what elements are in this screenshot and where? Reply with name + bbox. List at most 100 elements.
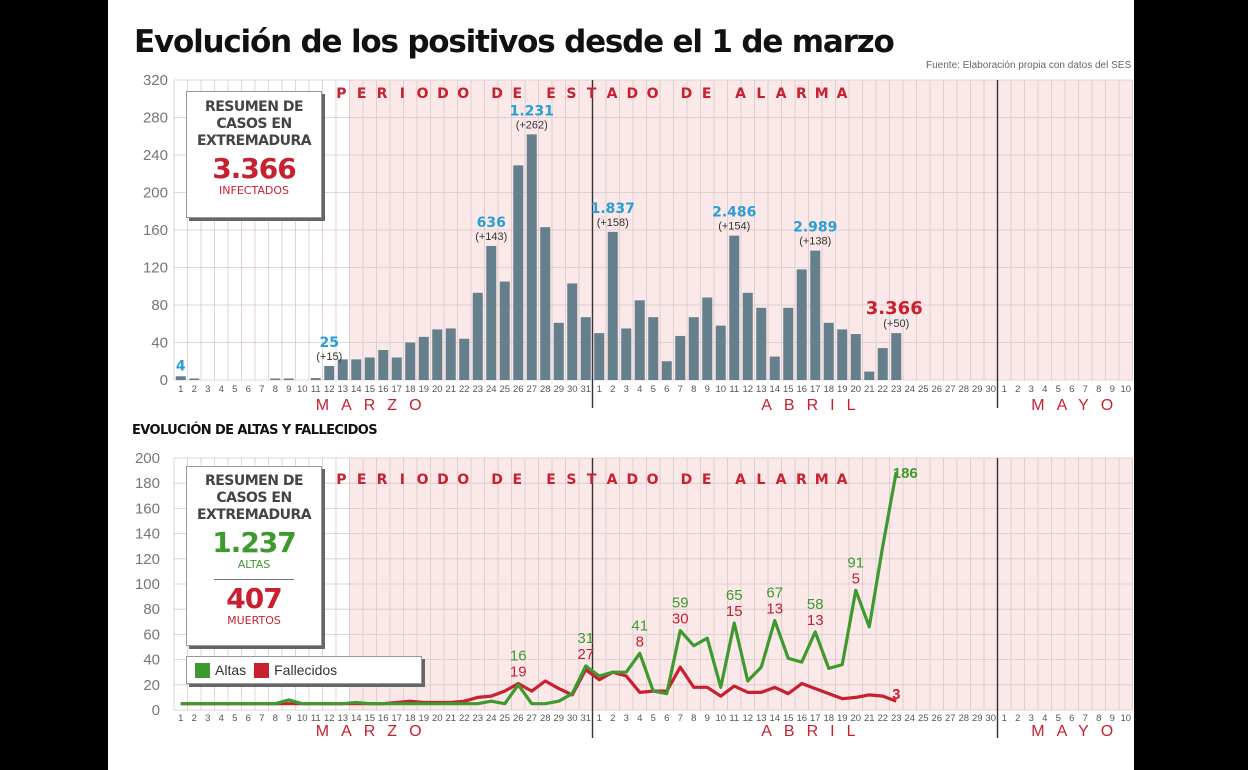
month-label: MARZO [316, 397, 434, 414]
bar [472, 292, 483, 380]
x-tick-label: 20 [432, 384, 443, 395]
y-tick-label: 200 [143, 185, 168, 202]
x-tick-label: 10 [715, 384, 726, 395]
bar-delta-label: (+154) [718, 221, 750, 233]
alarm-period-letter: E [357, 86, 367, 102]
x-tick-label: 14 [351, 384, 362, 395]
bar [391, 357, 402, 380]
x-tick-label: 6 [664, 384, 669, 395]
altas-value-label: 65 [726, 587, 743, 604]
x-tick-label: 4 [637, 713, 642, 724]
x-tick-label: 25 [918, 384, 929, 395]
x-tick-label: 17 [810, 384, 821, 395]
x-tick-label: 24 [486, 713, 497, 724]
y-tick-label: 200 [135, 450, 160, 467]
x-tick-label: 10 [297, 713, 308, 724]
bar-delta-label: (+50) [883, 318, 909, 330]
alarm-period-letter: T [587, 472, 597, 488]
x-tick-label: 20 [432, 713, 443, 724]
x-tick-label: 11 [729, 384, 739, 395]
x-tick-label: 30 [985, 384, 996, 395]
bar-total-label: 4 [176, 358, 186, 374]
x-tick-label: 18 [405, 713, 416, 724]
x-tick-label: 19 [837, 384, 848, 395]
summary-heading-line: RESUMEN DE [204, 99, 304, 115]
y-tick-label: 140 [135, 526, 160, 543]
x-tick-label: 28 [958, 713, 969, 724]
y-tick-label: 80 [151, 297, 168, 314]
summary-heading-line: EXTREMADURA [196, 507, 312, 523]
bar [742, 292, 753, 380]
y-tick-label: 320 [143, 72, 168, 89]
bar [783, 307, 794, 380]
x-tick-label: 1 [178, 384, 183, 395]
fallecidos-value-label: 15 [726, 603, 743, 620]
y-tick-label: 120 [143, 260, 168, 277]
x-tick-label: 8 [691, 713, 696, 724]
x-tick-label: 21 [864, 384, 875, 395]
alarm-period-letter: S [566, 472, 576, 488]
x-tick-label: 12 [742, 713, 753, 724]
x-tick-label: 15 [364, 713, 375, 724]
x-tick-label: 8 [1096, 384, 1101, 395]
alarm-period-letter: D [626, 86, 638, 102]
y-tick-label: 280 [143, 110, 168, 127]
bar [270, 378, 281, 380]
fallecidos-value-label: 8 [636, 633, 644, 650]
x-tick-label: 9 [1110, 384, 1115, 395]
alarm-period-letter: P [336, 472, 346, 488]
x-tick-label: 14 [769, 384, 780, 395]
x-tick-label: 21 [445, 384, 456, 395]
alarm-period-letter: I [400, 472, 405, 488]
bar [675, 335, 686, 380]
bar [688, 317, 699, 380]
x-tick-label: 3 [205, 384, 210, 395]
x-tick-label: 24 [904, 713, 915, 724]
legend-label-fallecidos: Fallecidos [274, 662, 338, 678]
x-tick-label: 7 [1083, 713, 1088, 724]
y-tick-label: 100 [135, 576, 160, 593]
x-tick-label: 6 [246, 713, 251, 724]
x-tick-label: 20 [850, 384, 861, 395]
alarm-period-letter: L [756, 472, 765, 488]
x-tick-label: 15 [364, 384, 375, 395]
x-tick-label: 30 [567, 713, 578, 724]
bar [580, 317, 591, 380]
bar [310, 378, 321, 380]
bar [796, 269, 807, 380]
x-tick-label: 5 [651, 713, 656, 724]
x-tick-label: 21 [445, 713, 456, 724]
alarm-period-letter: D [681, 86, 693, 102]
alarm-period-letter: D [491, 86, 503, 102]
x-tick-label: 30 [985, 713, 996, 724]
alarm-period-letter: E [546, 86, 556, 102]
alarm-period-letter: P [336, 86, 346, 102]
bar [337, 359, 348, 380]
x-tick-label: 17 [391, 713, 402, 724]
source-note: Fuente: Elaboración propia con datos del… [926, 60, 1132, 71]
bar-total-label: 636 [477, 215, 506, 231]
alarm-period-letter: O [457, 472, 469, 488]
x-tick-label: 2 [1015, 384, 1020, 395]
bar [526, 134, 537, 380]
alarm-period-letter: D [437, 472, 449, 488]
alarm-period-letter: A [735, 86, 746, 102]
bar [648, 317, 659, 380]
x-tick-label: 13 [337, 713, 348, 724]
x-tick-label: 3 [624, 384, 629, 395]
x-tick-label: 12 [742, 384, 753, 395]
bar-delta-label: (+138) [799, 236, 831, 248]
x-tick-label: 26 [931, 713, 942, 724]
bar-total-label: 2.486 [712, 205, 756, 221]
infographic: Evolución de los positivos desde el 1 de… [108, 0, 1134, 770]
bar [594, 333, 605, 380]
x-tick-label: 25 [499, 384, 510, 395]
x-tick-label: 1 [597, 713, 602, 724]
x-tick-label: 28 [540, 384, 551, 395]
x-tick-label: 23 [472, 384, 483, 395]
alarm-period-letter: D [437, 86, 449, 102]
altas-value-label: 31 [577, 630, 594, 647]
x-tick-label: 7 [1083, 384, 1088, 395]
altas-label: ALTAS [237, 558, 271, 571]
